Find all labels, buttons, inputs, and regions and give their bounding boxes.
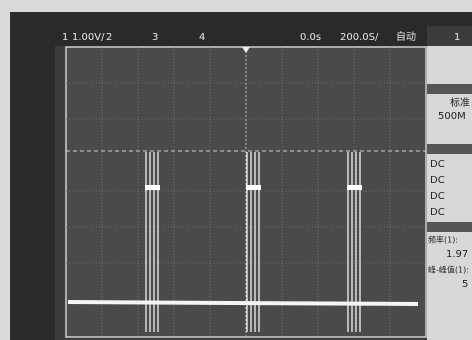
channel-3: 3: [152, 32, 158, 43]
baseline-trace: [68, 302, 418, 304]
coupling: DC: [430, 207, 445, 218]
trigger-source: 1: [454, 32, 460, 43]
delay: 0.0s: [300, 32, 321, 43]
coupling: DC: [430, 175, 445, 186]
panel-header: [427, 144, 472, 154]
coupling: DC: [430, 159, 445, 170]
panel-header: [427, 222, 472, 232]
channel-4: 4: [199, 32, 205, 43]
channel-1: 1: [62, 32, 68, 43]
freq-label: 频率(1):: [428, 235, 458, 245]
timebase: 200.0S/: [340, 32, 379, 43]
scope-photo: 1 1.00V/ 2 3 4 0.0s 200.0S/ 自动 1 标准 500M…: [0, 0, 472, 340]
pkpk-value: 5: [462, 279, 468, 290]
mode: 自动: [396, 30, 416, 43]
channel-2: 2: [106, 32, 112, 43]
pkpk-label: 峰-峰值(1):: [428, 265, 469, 275]
sample-rate: 500M: [438, 111, 466, 122]
panel-header: [427, 84, 472, 94]
scale: 1.00V/: [72, 32, 105, 43]
freq-value: 1.97: [446, 249, 468, 260]
sample-label: 标准: [450, 97, 470, 109]
coupling: DC: [430, 191, 445, 202]
